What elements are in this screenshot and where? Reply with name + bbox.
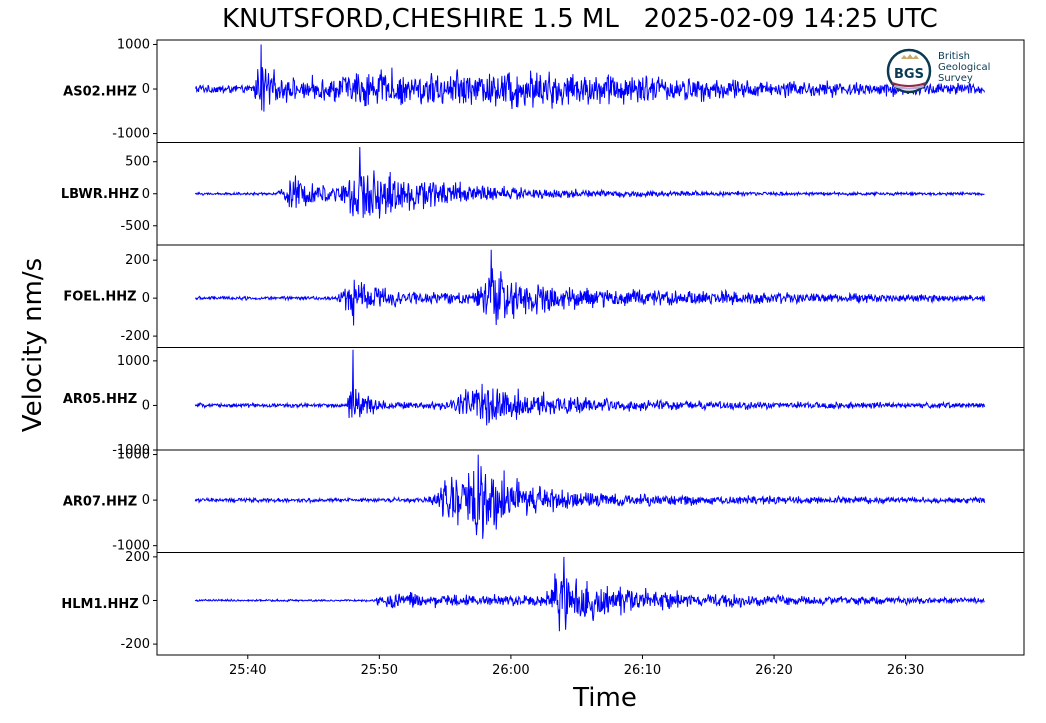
y-tick-label: 0 [142,593,150,608]
waveform-trace [194,44,985,112]
bgs-logo-text: British Geological Survey [938,51,990,84]
y-tick-label: 0 [142,398,150,413]
x-tick-label: 26:30 [887,663,924,678]
y-tick-label: 200 [125,253,150,268]
x-axis: 25:40 25:50 26:00 26:10 26:20 26:30 [229,655,924,678]
x-tick-label: 26:10 [624,663,661,678]
panel-lbwr-hhz: LBWR.HHZ 500 0 -500 [61,142,1025,246]
panel-frame [156,347,1025,451]
y-tick-label: 1000 [117,448,150,463]
station-label: AR07.HHZ [63,494,137,509]
station-label: AS02.HHZ [63,84,137,99]
y-tick-label: -200 [120,637,150,652]
logo-line-1: British [938,51,970,62]
x-tick-label: 26:20 [755,663,792,678]
panel-frame [156,552,1025,656]
station-label: FOEL.HHZ [63,289,136,304]
x-axis-label: Time [573,683,637,713]
panels-group: AS02.HHZ 1000 0 -1000 LBWR.HHZ 500 0 -500 FOEL.H… [61,37,1025,656]
y-tick-label: 500 [125,155,150,170]
y-tick-label: -200 [120,329,150,344]
svg-text:BGS: BGS [894,67,924,82]
station-label: LBWR.HHZ [61,187,139,202]
x-tick-label: 25:50 [361,663,398,678]
station-label: HLM1.HHZ [61,597,138,612]
x-tick-label: 26:00 [492,663,529,678]
chart-title: KNUTSFORD,CHESHIRE 1.5 ML 2025-02-09 14:… [222,4,938,34]
y-tick-label: 0 [142,82,150,97]
bgs-logo: BGS British Geological Survey [884,48,1004,94]
waveform-trace [195,249,985,326]
waveform-trace [194,556,985,632]
waveform-trace [194,349,985,426]
station-label: AR05.HHZ [63,392,137,407]
y-tick-label: -500 [120,219,150,234]
y-tick-label: -1000 [112,539,150,554]
y-tick-label: 1000 [117,37,150,52]
y-tick-label: -1000 [112,443,150,458]
y-tick-label: 0 [142,187,150,202]
y-tick-label: -1000 [112,127,150,142]
y-axis-label: Velocity nm/s [18,257,48,433]
x-tick-label: 25:40 [229,663,266,678]
bgs-logo-icon: BGS [886,48,932,94]
panel-foel-hhz: FOEL.HHZ 200 0 -200 [63,244,1025,348]
y-tick-label: 200 [125,550,150,565]
waveform-trace [194,454,985,539]
logo-line-3: Survey [938,73,973,84]
logo-line-2: Geological [938,62,991,73]
y-tick-label: 0 [142,291,150,306]
panel-as02-hhz: AS02.HHZ 1000 0 -1000 [63,37,1025,143]
panel-hlm1-hhz: HLM1.HHZ 200 0 -200 [61,550,1025,656]
panel-ar07-hhz: AR07.HHZ 1000 0 -1000 [63,448,1025,554]
y-tick-label: 1000 [117,354,150,369]
panel-ar05-hhz: AR05.HHZ 1000 0 -1000 [63,347,1025,458]
waveform-trace [194,146,985,219]
y-tick-label: 0 [142,493,150,508]
